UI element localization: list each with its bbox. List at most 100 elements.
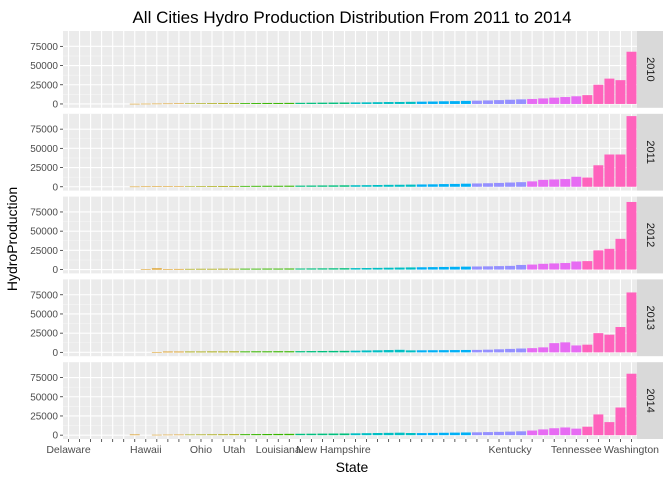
bar-2014-39	[494, 431, 504, 436]
bar-2012-16	[240, 268, 251, 270]
bar-2011-16	[240, 185, 251, 187]
bar-2012-7	[140, 269, 151, 270]
bar-2013-10	[173, 351, 184, 353]
bar-2010-37	[471, 100, 482, 104]
x-axis-label: State	[336, 459, 369, 475]
bar-2014-51	[626, 373, 637, 436]
bar-2010-29	[383, 102, 394, 104]
bar-2012-50	[615, 238, 626, 270]
y-tick-label: 25000	[30, 80, 58, 91]
bar-2012-38	[483, 266, 493, 270]
bar-2010-42	[527, 98, 538, 104]
bar-2012-40	[505, 265, 516, 270]
bar-2012-19	[273, 268, 284, 270]
bar-2013-24	[328, 350, 339, 353]
bar-2010-46	[571, 96, 582, 104]
facet-panel-2010: 0 25000 50000 75000 2010	[30, 31, 663, 110]
y-tick-label: 75000	[30, 42, 58, 53]
bar-2011-22	[306, 185, 317, 187]
bar-2014-26	[350, 433, 361, 436]
bar-2011-33	[427, 184, 438, 187]
bar-2010-38	[483, 100, 493, 104]
bar-2014-28	[372, 433, 383, 436]
x-tick-label: Ohio	[190, 444, 212, 456]
chart-title: All Cities Hydro Production Distribution…	[132, 8, 571, 27]
bar-2014-19	[273, 433, 284, 436]
bar-2012-9	[162, 269, 173, 270]
bar-2011-50	[615, 154, 626, 187]
facet-panel-2012: 0 25000 50000 75000 2012	[30, 196, 663, 276]
bar-2014-6	[129, 434, 140, 436]
bar-2010-6	[129, 103, 140, 105]
facet-panels: 0 25000 50000 75000 2010 0 25000 50000 75000 2011…	[30, 31, 663, 456]
y-tick-label: 0	[52, 431, 58, 442]
bar-2011-26	[350, 185, 361, 187]
bar-2013-12	[196, 351, 206, 353]
bar-2011-36	[460, 183, 471, 187]
x-tick-label: Washington	[604, 444, 659, 456]
bar-2011-18	[262, 185, 273, 187]
bar-2013-43	[538, 347, 549, 353]
facet-panel-2011: 0 25000 50000 75000 2011	[30, 113, 663, 193]
bar-2011-40	[505, 182, 516, 187]
bar-2011-51	[626, 116, 637, 187]
bar-2010-31	[405, 101, 416, 104]
bar-2014-16	[240, 434, 251, 436]
facet-label: 2011	[644, 140, 656, 164]
bar-2011-25	[339, 185, 350, 187]
bar-2010-36	[460, 100, 471, 104]
bar-2014-42	[527, 430, 538, 436]
bar-2012-22	[306, 268, 317, 270]
bar-2013-44	[549, 343, 560, 353]
bar-2014-35	[449, 432, 460, 436]
bar-2013-46	[571, 345, 582, 353]
bar-2010-24	[328, 102, 339, 104]
bar-2013-41	[516, 348, 527, 353]
bar-2011-32	[416, 184, 427, 187]
bar-2013-8	[151, 351, 162, 353]
y-tick-label: 25000	[30, 163, 58, 174]
bar-2010-49	[604, 78, 615, 104]
bar-2014-14	[218, 434, 229, 436]
facet-strip	[637, 362, 663, 439]
bar-2014-41	[516, 431, 527, 436]
bar-2012-35	[449, 266, 460, 270]
bar-2011-6	[129, 186, 140, 188]
bar-2011-7	[140, 186, 151, 188]
bar-2013-25	[339, 350, 350, 353]
bar-2012-44	[549, 263, 560, 270]
bar-2010-44	[549, 97, 560, 104]
y-tick-label: 25000	[30, 411, 58, 422]
y-tick-label: 0	[52, 265, 58, 276]
bar-2011-19	[273, 185, 284, 187]
bar-2010-20	[284, 102, 295, 104]
bar-2011-15	[229, 185, 240, 187]
bar-2010-48	[593, 84, 604, 104]
bar-2014-13	[207, 434, 217, 436]
bar-2014-15	[229, 434, 240, 436]
bar-2013-28	[372, 350, 383, 353]
bar-2010-10	[173, 103, 184, 104]
bar-2011-34	[438, 184, 449, 187]
bar-2013-19	[273, 351, 284, 353]
bar-2014-27	[361, 433, 372, 436]
y-tick-label: 25000	[30, 246, 58, 257]
bar-2010-18	[262, 102, 273, 104]
bar-2010-51	[626, 51, 637, 104]
bar-2014-40	[505, 431, 516, 436]
bar-2010-23	[317, 102, 328, 104]
bar-2013-48	[593, 333, 604, 353]
y-tick-label: 0	[52, 99, 58, 110]
y-tick-label: 75000	[30, 207, 58, 218]
y-tick-label: 0	[52, 348, 58, 359]
y-axis-label: HydroProduction	[4, 187, 20, 291]
bar-2014-11	[184, 434, 195, 436]
bar-2013-14	[218, 351, 229, 353]
bar-2011-37	[471, 183, 482, 187]
bar-2014-36	[460, 432, 471, 436]
bar-2011-29	[383, 184, 394, 187]
bar-2011-49	[604, 154, 615, 187]
bar-2012-32	[416, 267, 427, 270]
bar-2010-27	[361, 102, 372, 104]
